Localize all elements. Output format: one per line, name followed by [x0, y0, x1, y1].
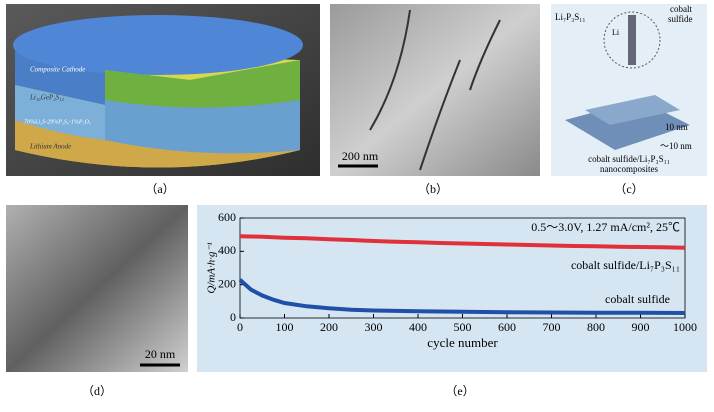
label: nanocomposites	[600, 164, 658, 174]
x-axis-label: cycle number	[427, 335, 498, 350]
crack	[369, 9, 501, 171]
layer-label: 70%Li₂S-29%P₂S₅-1%P₂O₅	[24, 119, 91, 125]
x-tick-label: 900	[632, 320, 650, 334]
legend-label: cobalt sulfide	[605, 292, 670, 306]
layer	[15, 50, 105, 105]
sheet	[585, 95, 680, 125]
annotation: 0.5～3.0V, 1.27 mA/cm², 25℃	[531, 220, 680, 234]
series-line	[239, 234, 686, 250]
x-tick-label: 300	[365, 320, 383, 334]
caption: （a）	[145, 182, 174, 196]
caption: （e）	[445, 384, 474, 398]
layer	[15, 85, 105, 140]
label: sulfide	[668, 14, 693, 24]
label: 10 nm	[665, 122, 688, 132]
layer-label: Lithium Anode	[29, 143, 71, 151]
x-tick-label: 800	[587, 320, 605, 334]
y-tick-label: 0	[230, 310, 236, 324]
label: Li₇P₃S₁₁	[555, 12, 586, 22]
y-tick-label: 400	[218, 243, 236, 257]
layer-label: Li₁₀GeP₂S₁₂	[29, 94, 65, 102]
panel-e	[197, 205, 707, 372]
scale-label: 200 nm	[342, 149, 379, 163]
sheet	[628, 15, 636, 65]
caption: （d）	[82, 384, 112, 398]
label: cobalt	[670, 4, 692, 14]
x-tick-label: 200	[320, 320, 338, 334]
x-tick-label: 500	[454, 320, 472, 334]
caption: （c）	[614, 182, 643, 196]
legend-label: cobalt sulfide/Li₇P₃S₁₁	[571, 258, 680, 272]
zoom	[603, 11, 661, 69]
label: cobalt sulfide/Li₇P₃S₁₁	[588, 154, 670, 164]
x-tick-label: 1000	[673, 320, 697, 334]
scale-label: 20 nm	[145, 347, 176, 361]
x-tick-label: 700	[543, 320, 561, 334]
panel-d	[6, 205, 188, 372]
layer-label: Composite Cathode	[30, 66, 85, 74]
x-tick-label: 400	[409, 320, 427, 334]
panel-b	[330, 4, 540, 176]
cutaway-cathode	[105, 60, 300, 108]
label: Li	[612, 28, 620, 37]
x-tick-label: 600	[498, 320, 516, 334]
y-axis-label: Q/mA·h·g⁻¹	[206, 242, 218, 293]
label: ～10 nm	[660, 141, 692, 151]
y-tick-label: 200	[218, 276, 236, 290]
series-line	[238, 278, 686, 315]
caption: （b）	[418, 182, 448, 196]
disk-top	[13, 15, 303, 75]
y-tick-label: 600	[218, 210, 236, 224]
x-tick-label: 100	[276, 320, 294, 334]
x-tick-label: 0	[237, 320, 243, 334]
